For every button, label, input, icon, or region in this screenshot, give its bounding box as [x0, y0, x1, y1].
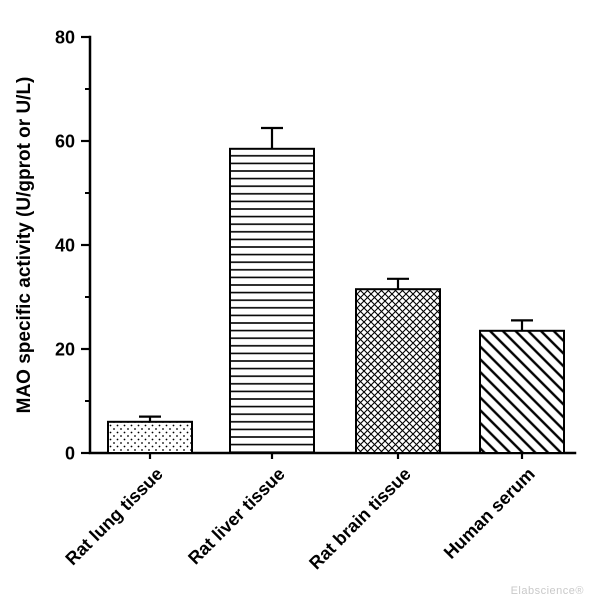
watermark: Elabscience®	[510, 585, 584, 597]
x-tick-label-rat-brain-tissue: Rat brain tissue	[305, 464, 415, 574]
bar-rat-lung-tissue	[107, 420, 193, 454]
y-tick-label: 0	[65, 444, 75, 464]
bar-human-serum	[479, 329, 565, 454]
y-tick-label: 40	[55, 236, 75, 256]
bar-group-rat-liver-tissue: Rat liver tissue	[184, 126, 315, 569]
bar-group-human-serum: Human serum	[440, 319, 565, 563]
bar-group-rat-lung-tissue: Rat lung tissue	[61, 415, 193, 569]
y-tick-label: 60	[55, 132, 75, 152]
y-axis-title: MAO specific activity (U/gprot or U/L)	[14, 77, 35, 414]
y-tick-label: 80	[55, 28, 75, 48]
bar-group-rat-brain-tissue: Rat brain tissue	[305, 277, 441, 574]
y-tick-label: 20	[55, 340, 75, 360]
y-axis: 0 20 40 60 80 MAO specific activity (U/gprot …	[14, 28, 90, 464]
x-tick-label-rat-liver-tissue: Rat liver tissue	[184, 464, 289, 569]
x-tick-label-rat-lung-tissue: Rat lung tissue	[61, 464, 166, 569]
x-tick-label-human-serum: Human serum	[440, 464, 539, 563]
bar-rat-liver-tissue	[229, 147, 315, 455]
bar-rat-brain-tissue	[355, 288, 441, 455]
